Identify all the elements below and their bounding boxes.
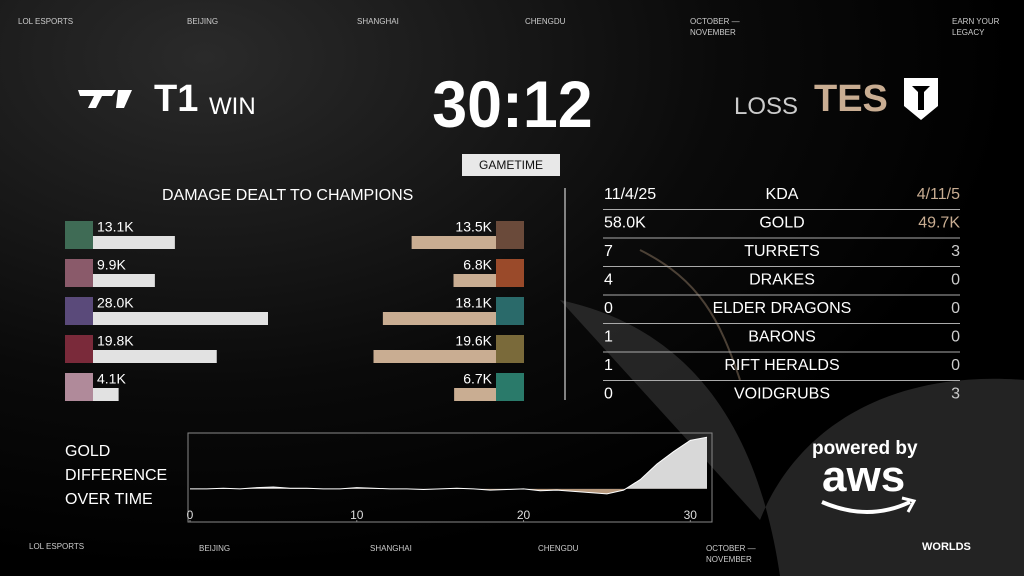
stat-left: 11/4/25 [604,186,656,203]
champion-portrait [65,259,93,287]
damage-title: DAMAGE DEALT TO CHAMPIONS [162,187,414,204]
nav-item: CHENGDU [525,17,566,26]
stat-label: DRAKES [749,272,815,289]
nav-item: CHENGDU [538,544,579,553]
stat-label: GOLD [759,215,804,232]
champion-portrait [496,373,524,401]
damage-label: 13.5K [455,219,492,235]
damage-bar [382,312,496,325]
stat-right: 0 [951,272,960,289]
damage-bar [93,236,175,249]
nav-item: LOL ESPORTS [29,542,85,551]
stat-left: 0 [604,300,613,317]
nav-item: SHANGHAI [357,17,399,26]
gold-area-negative [190,488,707,494]
result-left: WIN [209,93,256,120]
sponsor-line1: powered by [812,438,918,459]
damage-label: 19.6K [455,333,492,349]
stat-label: VOIDGRUBS [734,386,830,403]
damage-bar [411,236,496,249]
stat-right: 49.7K [918,215,960,232]
stat-left: 1 [604,329,613,346]
damage-label: 28.0K [97,295,134,311]
stat-left: 58.0K [604,215,646,232]
game-time-label: GAMETIME [462,154,560,176]
champion-portrait [496,297,524,325]
damage-label: 4.1K [97,371,126,387]
game-time: 30:12 [432,67,593,141]
x-tick-label: 0 [187,508,194,522]
stat-right: 3 [951,386,960,403]
champion-portrait [496,259,524,287]
damage-bar [373,350,496,363]
damage-bar [453,274,496,287]
champion-portrait [496,221,524,249]
nav-item: BEIJING [187,17,219,26]
damage-label: 6.8K [463,257,492,273]
damage-bar [93,388,119,401]
stat-right: 0 [951,357,960,374]
x-tick-label: 20 [517,508,531,522]
damage-label: 6.7K [463,371,492,387]
x-tick-label: 10 [350,508,364,522]
damage-bar [93,274,155,287]
damage-bar [454,388,496,401]
damage-label: 18.1K [455,295,492,311]
gold-chart-title: GOLD DIFFERENCE OVER TIME [65,443,168,508]
team-right: TES [814,78,888,120]
damage-label: 13.1K [97,219,134,235]
stat-right: 4/11/5 [917,186,960,203]
stat-left: 4 [604,272,613,289]
damage-bar [93,350,217,363]
nav-item: OCTOBER — NOVEMBER [706,544,756,564]
stat-label: BARONS [748,329,816,346]
damage-label: 9.9K [97,257,126,273]
gold-area-positive [206,437,707,489]
tes-logo [904,78,938,120]
champion-portrait [496,335,524,363]
nav-item: SHANGHAI [370,544,412,553]
chart-frame [187,432,713,523]
stat-left: 7 [604,243,613,260]
stat-label: ELDER DRAGONS [713,300,852,317]
x-tick-label: 30 [684,508,698,522]
t1-logo [78,90,132,108]
damage-bar [93,312,268,325]
sponsor-line2: aws [822,452,906,501]
event-logo: WORLDS [922,541,971,553]
stat-right: 3 [951,243,960,260]
nav-item: OCTOBER — NOVEMBER [690,17,740,37]
stat-left: 0 [604,386,613,403]
stat-right: 0 [951,300,960,317]
sponsor-smile [821,496,917,514]
stat-left: 1 [604,357,613,374]
nav-item: LOL ESPORTS [18,17,74,26]
gold-line [190,436,708,495]
nav-item: BEIJING [199,544,231,553]
stat-right: 0 [951,329,960,346]
nav-item: EARN YOUR LEGACY [952,17,1000,37]
champion-portrait [65,297,93,325]
team-left: T1 [154,78,199,120]
champion-portrait [65,221,93,249]
champion-portrait [65,335,93,363]
damage-label: 19.8K [97,333,134,349]
champion-portrait [65,373,93,401]
stat-label: TURRETS [744,243,820,260]
stat-label: RIFT HERALDS [724,357,839,374]
stat-label: KDA [766,186,799,203]
result-right: LOSS [734,93,799,120]
